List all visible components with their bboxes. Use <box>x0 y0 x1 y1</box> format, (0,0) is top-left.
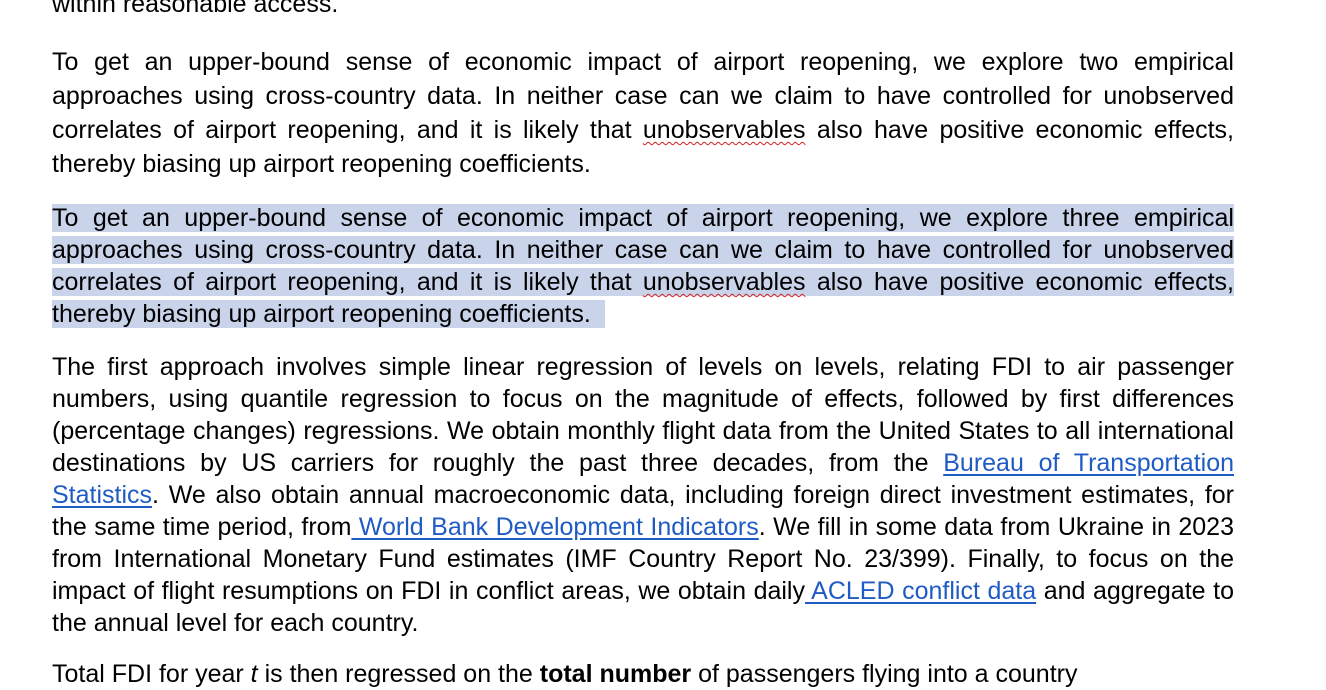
link-bureau-of-transportation-statistics[interactable]: Bureau of Transportation Statistics <box>52 449 1235 509</box>
previous-paragraph-fragment: within reasonable access. <box>52 0 339 18</box>
paragraph-three-approaches-selected[interactable]: To get an upper-bound sense of economic … <box>52 202 1234 330</box>
paragraph-two-approaches: To get an upper-bound sense of economic … <box>52 48 1234 178</box>
paragraph-first-approach: The first approach involves simple linea… <box>52 353 1235 637</box>
paragraph-total-fdi: Total FDI for year t is then regressed o… <box>52 660 1078 688</box>
selection-highlight: To get an upper-bound sense of economic … <box>52 204 1234 328</box>
spellcheck-word[interactable]: unobservables <box>642 116 806 144</box>
link-acled-conflict-data[interactable]: ACLED conflict data <box>804 577 1037 605</box>
spellcheck-word[interactable]: unobservables <box>642 268 806 296</box>
link-world-bank-development-indicators[interactable]: World Bank Development Indicators <box>351 513 759 541</box>
